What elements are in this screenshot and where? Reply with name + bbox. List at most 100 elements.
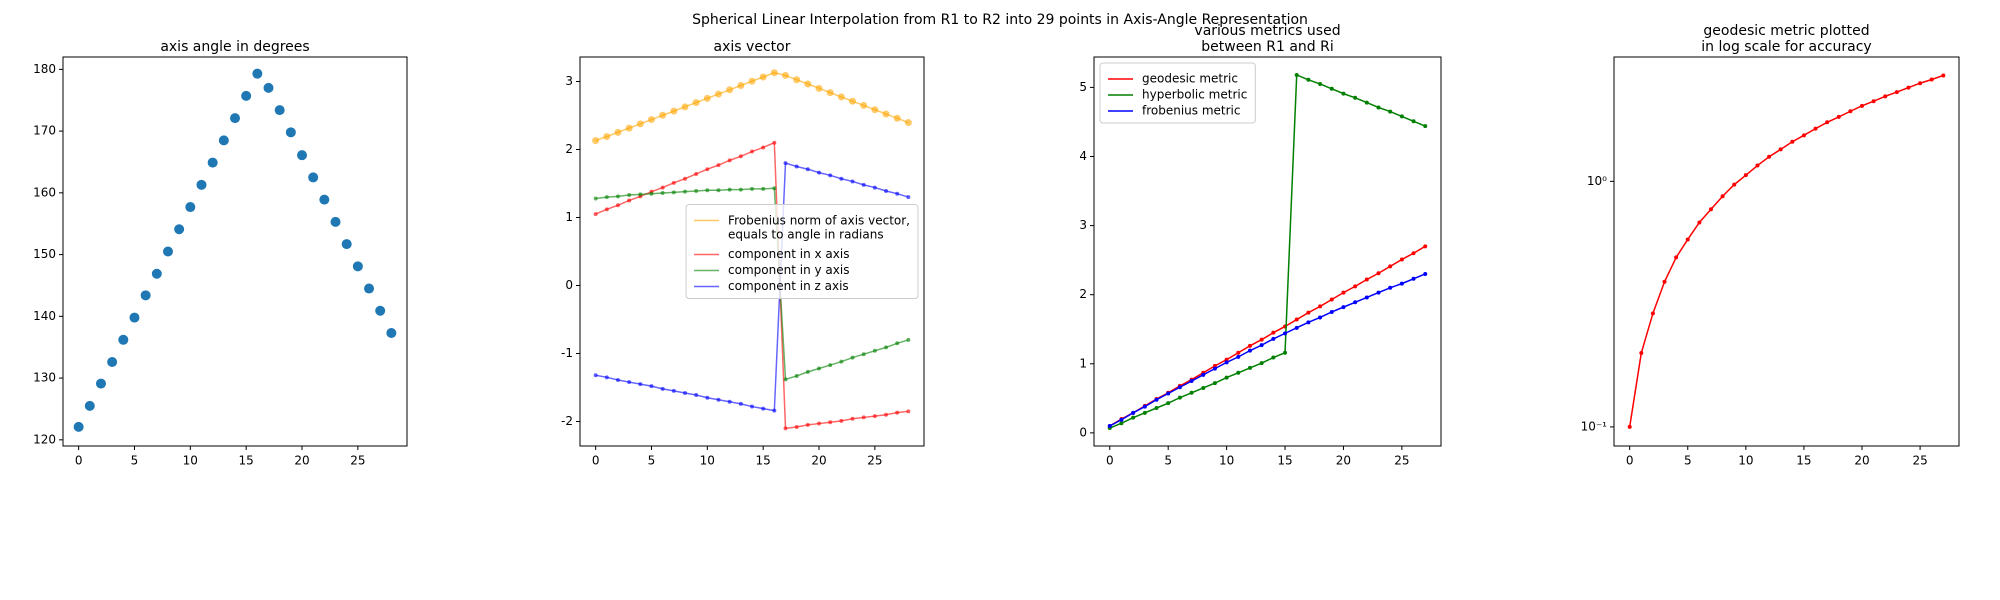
marker bbox=[593, 373, 598, 378]
marker bbox=[1247, 348, 1252, 353]
marker bbox=[794, 424, 799, 429]
marker bbox=[1399, 281, 1404, 286]
marker bbox=[761, 186, 766, 191]
marker bbox=[705, 167, 710, 172]
x-tick-label: 0 bbox=[1106, 454, 1114, 468]
scatter-point bbox=[140, 290, 151, 301]
marker bbox=[884, 412, 889, 417]
marker bbox=[1650, 311, 1655, 316]
marker bbox=[671, 388, 676, 393]
y-tick-label: 180 bbox=[33, 62, 56, 76]
marker bbox=[1836, 114, 1841, 119]
marker bbox=[1107, 423, 1112, 428]
legend-box bbox=[685, 204, 919, 299]
y-tick-label: 0 bbox=[565, 278, 573, 292]
marker bbox=[882, 110, 890, 118]
marker bbox=[1236, 350, 1241, 355]
marker bbox=[805, 422, 810, 427]
marker bbox=[1353, 300, 1358, 305]
marker bbox=[761, 145, 766, 150]
marker bbox=[615, 203, 620, 208]
legend: Frobenius norm of axis vector, equals to … bbox=[685, 204, 919, 299]
marker bbox=[849, 97, 857, 105]
marker bbox=[1247, 343, 1252, 348]
marker bbox=[1376, 290, 1381, 295]
marker bbox=[627, 380, 632, 385]
marker bbox=[615, 378, 620, 383]
y-tick-label: 1 bbox=[565, 210, 573, 224]
x-tick-label: 10 bbox=[700, 454, 715, 468]
legend-label: component in x axis bbox=[728, 247, 849, 261]
marker bbox=[895, 191, 900, 196]
marker bbox=[647, 116, 655, 124]
marker bbox=[1825, 120, 1830, 125]
marker bbox=[850, 355, 855, 360]
legend-label: frobenius metric bbox=[1142, 104, 1241, 118]
marker bbox=[895, 410, 900, 415]
marker bbox=[1131, 415, 1136, 420]
marker bbox=[659, 111, 667, 119]
x-tick-label: 10 bbox=[1219, 454, 1234, 468]
scatter-point bbox=[330, 216, 341, 227]
scatter-point bbox=[95, 378, 106, 389]
axes-frame bbox=[62, 56, 408, 447]
x-tick-label: 5 bbox=[131, 454, 139, 468]
y-tick-label: 3 bbox=[1079, 218, 1087, 232]
y-tick-label: 140 bbox=[33, 309, 56, 323]
marker bbox=[826, 89, 834, 97]
marker bbox=[1283, 350, 1288, 355]
scatter-point bbox=[375, 305, 386, 316]
marker bbox=[759, 73, 767, 81]
scatter-point bbox=[185, 202, 196, 213]
marker bbox=[1224, 360, 1229, 365]
marker bbox=[716, 397, 721, 402]
marker bbox=[671, 180, 676, 185]
x-tick-label: 5 bbox=[1684, 454, 1692, 468]
marker bbox=[1411, 251, 1416, 256]
marker bbox=[815, 84, 823, 92]
marker bbox=[738, 187, 743, 192]
marker bbox=[828, 420, 833, 425]
y-tick-label: 120 bbox=[33, 432, 56, 446]
marker bbox=[593, 196, 598, 201]
marker bbox=[649, 191, 654, 196]
marker bbox=[705, 188, 710, 193]
marker bbox=[1329, 86, 1334, 91]
marker bbox=[694, 171, 699, 176]
marker bbox=[1329, 297, 1334, 302]
marker bbox=[1306, 310, 1311, 315]
subplot-title: axis angle in degrees bbox=[160, 39, 309, 55]
marker bbox=[649, 384, 654, 389]
marker bbox=[660, 386, 665, 391]
marker bbox=[1236, 370, 1241, 375]
marker bbox=[1306, 77, 1311, 82]
marker bbox=[895, 341, 900, 346]
marker bbox=[738, 154, 743, 159]
y-tick-label: 130 bbox=[33, 371, 56, 385]
marker bbox=[1941, 73, 1946, 78]
marker bbox=[636, 120, 644, 128]
marker bbox=[638, 382, 643, 387]
x-tick-label: 25 bbox=[867, 454, 882, 468]
marker bbox=[861, 182, 866, 187]
marker bbox=[1411, 276, 1416, 281]
marker bbox=[793, 76, 801, 84]
marker bbox=[1271, 330, 1276, 335]
marker bbox=[783, 426, 788, 431]
marker bbox=[627, 198, 632, 203]
marker bbox=[1224, 375, 1229, 380]
marker bbox=[1376, 105, 1381, 110]
y-tick-label: 150 bbox=[33, 247, 56, 261]
marker bbox=[1685, 237, 1690, 242]
marker bbox=[1848, 109, 1853, 114]
marker bbox=[1364, 100, 1369, 105]
marker bbox=[1353, 95, 1358, 100]
marker bbox=[1388, 109, 1393, 114]
y-tick-label: 170 bbox=[33, 124, 56, 138]
marker bbox=[861, 415, 866, 420]
y-tick-label: -1 bbox=[561, 346, 573, 360]
marker bbox=[1189, 390, 1194, 395]
marker bbox=[1778, 147, 1783, 152]
marker bbox=[1318, 81, 1323, 86]
legend-label: component in z axis bbox=[728, 279, 849, 293]
